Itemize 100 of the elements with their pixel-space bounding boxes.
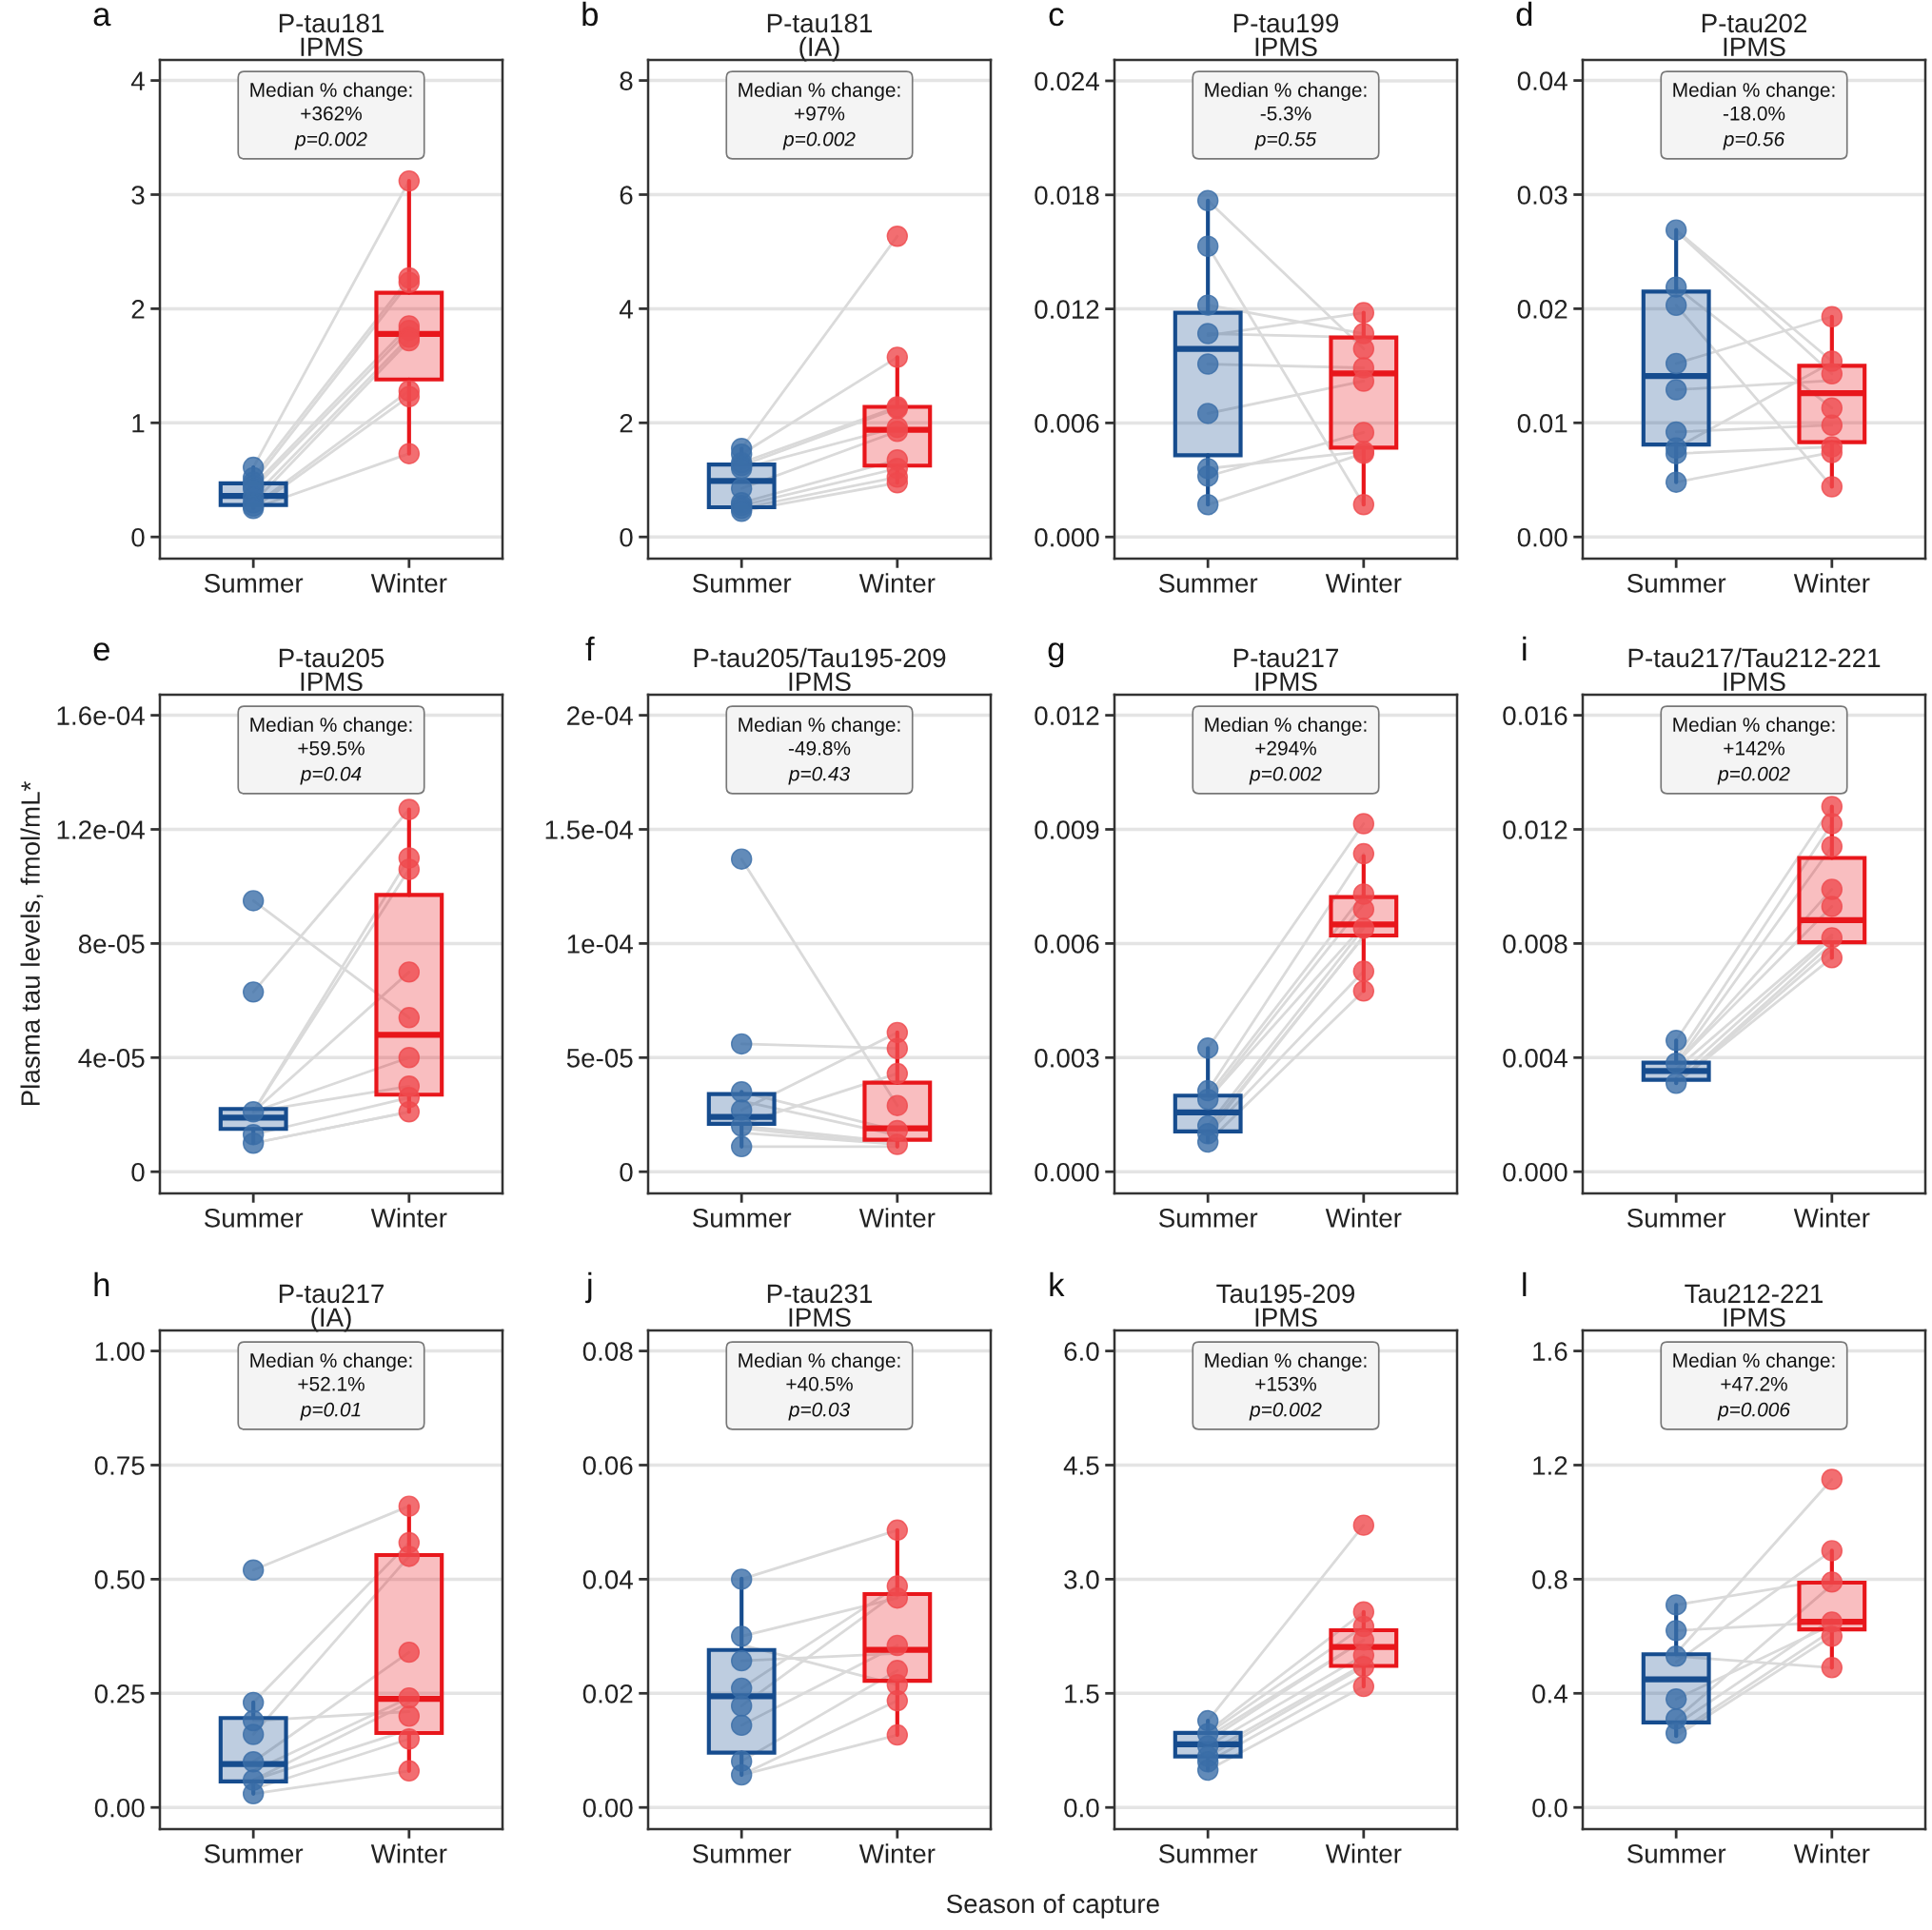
- y-tick-label: 0.00: [94, 1798, 145, 1818]
- annotation: p=0.002: [1249, 766, 1322, 785]
- y-tick-label: 0.000: [1035, 527, 1099, 547]
- y-tick-label: 0: [131, 527, 145, 547]
- text: k: [1050, 1271, 1065, 1296]
- y-tick-label: 4e-05: [78, 1048, 145, 1068]
- y-tick-label: 0.00: [1517, 527, 1567, 547]
- y-tick-label: 0.009: [1035, 820, 1099, 839]
- annotation: p=0.002: [1717, 766, 1790, 785]
- y-tick-label: 0.008: [1503, 935, 1567, 954]
- annotation: p=0.006: [1717, 1402, 1790, 1421]
- y-tick-label: 2: [620, 413, 633, 433]
- x-tick-label: Summer: [1626, 574, 1726, 593]
- y-tick-label: 6.0: [1064, 1342, 1099, 1361]
- y-tick-label: 0.4: [1532, 1684, 1567, 1704]
- y-tick-label: 2e-04: [567, 706, 633, 725]
- chart-title: P-tau181 IPMS: [279, 13, 384, 57]
- y-tick-label: 0.06: [582, 1456, 633, 1475]
- annotation: p=0.55: [1254, 131, 1317, 150]
- x-tick-label: Summer: [204, 574, 304, 593]
- y-tick-label: 0.01: [1517, 413, 1567, 433]
- y-tick-label: 0.012: [1503, 820, 1567, 839]
- y-tick-label: 0.016: [1503, 706, 1567, 725]
- x-tick-label: Winter: [1793, 573, 1870, 593]
- y-tick-label: 0.00: [582, 1798, 633, 1818]
- chart-title: P-tau199 IPMS: [1233, 13, 1339, 57]
- text: l: [1523, 1271, 1527, 1296]
- text: h: [94, 1271, 109, 1296]
- x-tick-label: Summer: [1158, 574, 1258, 593]
- y-tick-label: 0.08: [582, 1342, 633, 1361]
- y-tick-label: 1.6e-04: [57, 706, 145, 725]
- annotation: p=0.002: [294, 131, 367, 150]
- x-tick-label: Winter: [1793, 1208, 1870, 1228]
- y-tick-label: 0.003: [1035, 1048, 1099, 1068]
- x-tick-label: Summer: [1158, 1209, 1258, 1228]
- x-tick-label: Summer: [692, 574, 792, 593]
- y-tick-label: 0.04: [1517, 71, 1567, 90]
- y-tick-label: 2: [131, 300, 145, 319]
- y-tick-label: 0.000: [1503, 1162, 1567, 1182]
- y-tick-label: 1e-04: [567, 935, 633, 954]
- text: a: [93, 8, 111, 27]
- x-tick-label: Winter: [370, 1208, 447, 1228]
- chart-title: P-tau202 IPMS: [1702, 13, 1806, 57]
- annotation: p=0.43: [788, 766, 850, 785]
- annotation: p=0.04: [300, 766, 362, 785]
- y-tick-label: 8: [620, 71, 633, 90]
- x-tick-label: Summer: [692, 1209, 792, 1228]
- y-tick-label: 0.006: [1035, 414, 1099, 433]
- chart-title: P-tau217 (IA): [279, 1284, 384, 1332]
- text: c: [1049, 8, 1064, 27]
- x-tick-label: Winter: [1325, 573, 1402, 593]
- chart-title: P-tau231 IPMS: [767, 1284, 873, 1328]
- y-tick-label: 4: [619, 300, 633, 319]
- y-tick-label: 1.2e-04: [57, 820, 145, 839]
- chart-title: P-tau217/Tau212-221 IPMS: [1628, 647, 1881, 692]
- y-tick-label: 5e-05: [566, 1048, 633, 1068]
- y-tick-label: 0.012: [1035, 300, 1099, 319]
- y-tick-label: 3.0: [1064, 1570, 1099, 1589]
- annotation: p=0.03: [788, 1402, 850, 1421]
- y-tick-label: 1.5e-04: [545, 820, 633, 839]
- y-tick-label: 0.006: [1035, 935, 1099, 954]
- x-tick-label: Summer: [204, 1844, 304, 1863]
- y-tick-label: 0.018: [1035, 186, 1099, 206]
- y-tick-label: 0.03: [1517, 186, 1567, 205]
- annotation: p=0.002: [782, 131, 856, 150]
- text: e: [93, 642, 109, 661]
- y-tick-label: 0.75: [94, 1456, 145, 1475]
- y-tick-label: 1.00: [95, 1342, 145, 1361]
- y-tick-label: 1: [132, 414, 145, 433]
- x-tick-label: Summer: [1626, 1209, 1726, 1228]
- x-tick-label: Winter: [370, 573, 447, 593]
- text: i: [1523, 636, 1527, 660]
- x-tick-label: Winter: [858, 573, 936, 593]
- y-tick-label: 0.012: [1035, 706, 1099, 725]
- y-tick-label: 0.8: [1532, 1570, 1567, 1589]
- annotation: p=0.002: [1249, 1402, 1322, 1421]
- x-tick-label: Summer: [1158, 1844, 1258, 1863]
- text: b: [582, 1, 598, 27]
- x-tick-label: Winter: [370, 1843, 447, 1863]
- y-tick-label: 0.04: [582, 1570, 633, 1589]
- x-tick-label: Winter: [858, 1208, 936, 1228]
- y-tick-label: 0.0: [1532, 1798, 1567, 1818]
- chart-title: P-tau205 IPMS: [279, 648, 384, 692]
- text: j: [585, 1271, 592, 1304]
- y-tick-label: 4: [130, 71, 145, 90]
- y-tick-label: 0.0: [1064, 1798, 1099, 1818]
- y-tick-label: 6: [620, 186, 633, 205]
- x-tick-label: Winter: [1793, 1843, 1870, 1863]
- y-tick-label: 0: [620, 527, 633, 547]
- y-tick-label: 1.6: [1533, 1342, 1567, 1361]
- chart-title: P-tau205/Tau195-209 IPMS: [694, 647, 946, 692]
- y-axis-title: Plasma tau levels, fmol/mL*: [20, 781, 44, 1106]
- y-tick-label: 0.000: [1035, 1162, 1099, 1182]
- y-tick-label: 4.5: [1063, 1456, 1099, 1475]
- y-tick-label: 0.50: [94, 1570, 145, 1589]
- y-tick-label: 3: [131, 186, 145, 205]
- annotation: p=0.01: [300, 1402, 361, 1421]
- chart-title: Tau212-221 IPMS: [1685, 1284, 1824, 1328]
- x-tick-label: Summer: [692, 1844, 792, 1863]
- text: g: [1048, 642, 1064, 668]
